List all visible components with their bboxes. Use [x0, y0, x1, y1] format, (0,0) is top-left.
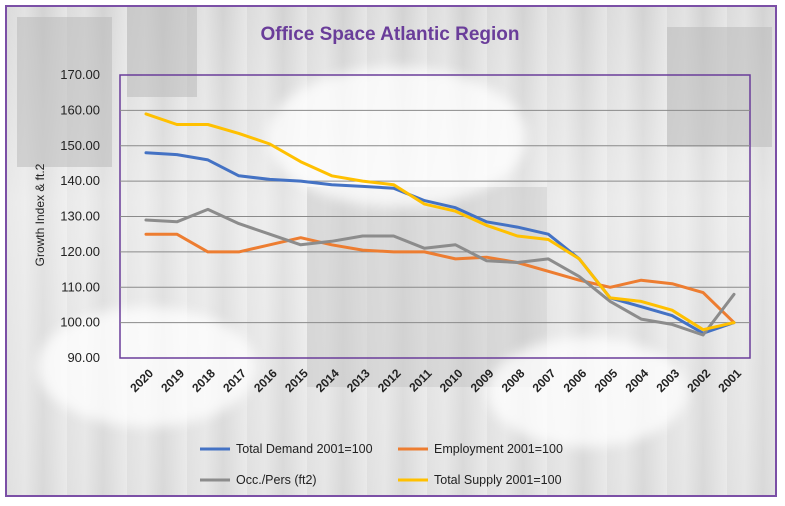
- background-building: [17, 17, 112, 167]
- y-tick-label: 100.00: [60, 315, 100, 330]
- x-tick-label: 2005: [592, 366, 621, 395]
- background-cloud: [487, 337, 687, 447]
- x-tick-label: 2018: [189, 366, 218, 395]
- legend-item: Employment 2001=100: [398, 442, 563, 456]
- background-building: [127, 7, 197, 97]
- legend-label: Occ./Pers (ft2): [236, 473, 317, 487]
- x-tick-label: 2011: [406, 366, 435, 395]
- series-line: [144, 207, 736, 337]
- y-tick-label: 130.00: [60, 209, 100, 224]
- x-tick-label: 2014: [313, 366, 342, 395]
- y-tick-label: 110.00: [61, 279, 100, 294]
- x-tick-label: 2015: [282, 366, 311, 395]
- gridlines: [120, 109, 750, 324]
- x-tick-label: 2008: [499, 366, 528, 395]
- legend: Total Demand 2001=100 Employment 2001=100…: [200, 442, 563, 487]
- x-tick-label: 2020: [127, 366, 156, 395]
- series-line: [144, 112, 736, 332]
- y-axis-ticks: 90.00 100.00 110.00 120.00 130.00 140.00 150.0…: [60, 67, 100, 365]
- y-tick-label: 170.00: [60, 67, 100, 82]
- y-tick-label: 160.00: [60, 102, 100, 117]
- x-tick-label: 2009: [468, 366, 497, 395]
- legend-label: Total Demand 2001=100: [236, 442, 373, 456]
- x-tick-label: 2002: [684, 366, 713, 395]
- background-building: [667, 27, 772, 147]
- x-tick-label: 2004: [622, 366, 651, 395]
- x-tick-label: 2007: [530, 366, 559, 395]
- y-tick-label: 150.00: [60, 138, 100, 153]
- y-tick-label: 140.00: [60, 173, 100, 188]
- x-tick-label: 2017: [220, 366, 249, 395]
- x-tick-label: 2006: [561, 366, 590, 395]
- x-tick-label: 2019: [158, 366, 187, 395]
- y-tick-label: 90.00: [67, 350, 100, 365]
- series-line: [144, 232, 736, 325]
- x-tick-label: 2012: [375, 366, 404, 395]
- y-tick-label: 120.00: [60, 244, 100, 259]
- x-tick-label: 2001: [715, 366, 744, 395]
- y-axis-label: Growth Index & ft.2: [33, 163, 47, 266]
- series-line: [144, 151, 736, 335]
- chart-title: Office Space Atlantic Region: [260, 24, 519, 45]
- x-axis-ticks: 2020 2019 2018 2017 2016 2015 2014 2013 2012 2011…: [127, 366, 744, 395]
- legend-item: Total Supply 2001=100: [398, 473, 562, 487]
- legend-label: Employment 2001=100: [434, 442, 563, 456]
- x-tick-label: 2010: [437, 366, 466, 395]
- legend-item: Occ./Pers (ft2): [200, 473, 317, 487]
- x-tick-label: 2016: [251, 366, 280, 395]
- legend-item: Total Demand 2001=100: [200, 442, 373, 456]
- background-cloud: [37, 307, 257, 427]
- x-tick-label: 2003: [653, 366, 682, 395]
- x-tick-label: 2013: [344, 366, 373, 395]
- legend-label: Total Supply 2001=100: [434, 473, 562, 487]
- series-lines: [144, 112, 736, 337]
